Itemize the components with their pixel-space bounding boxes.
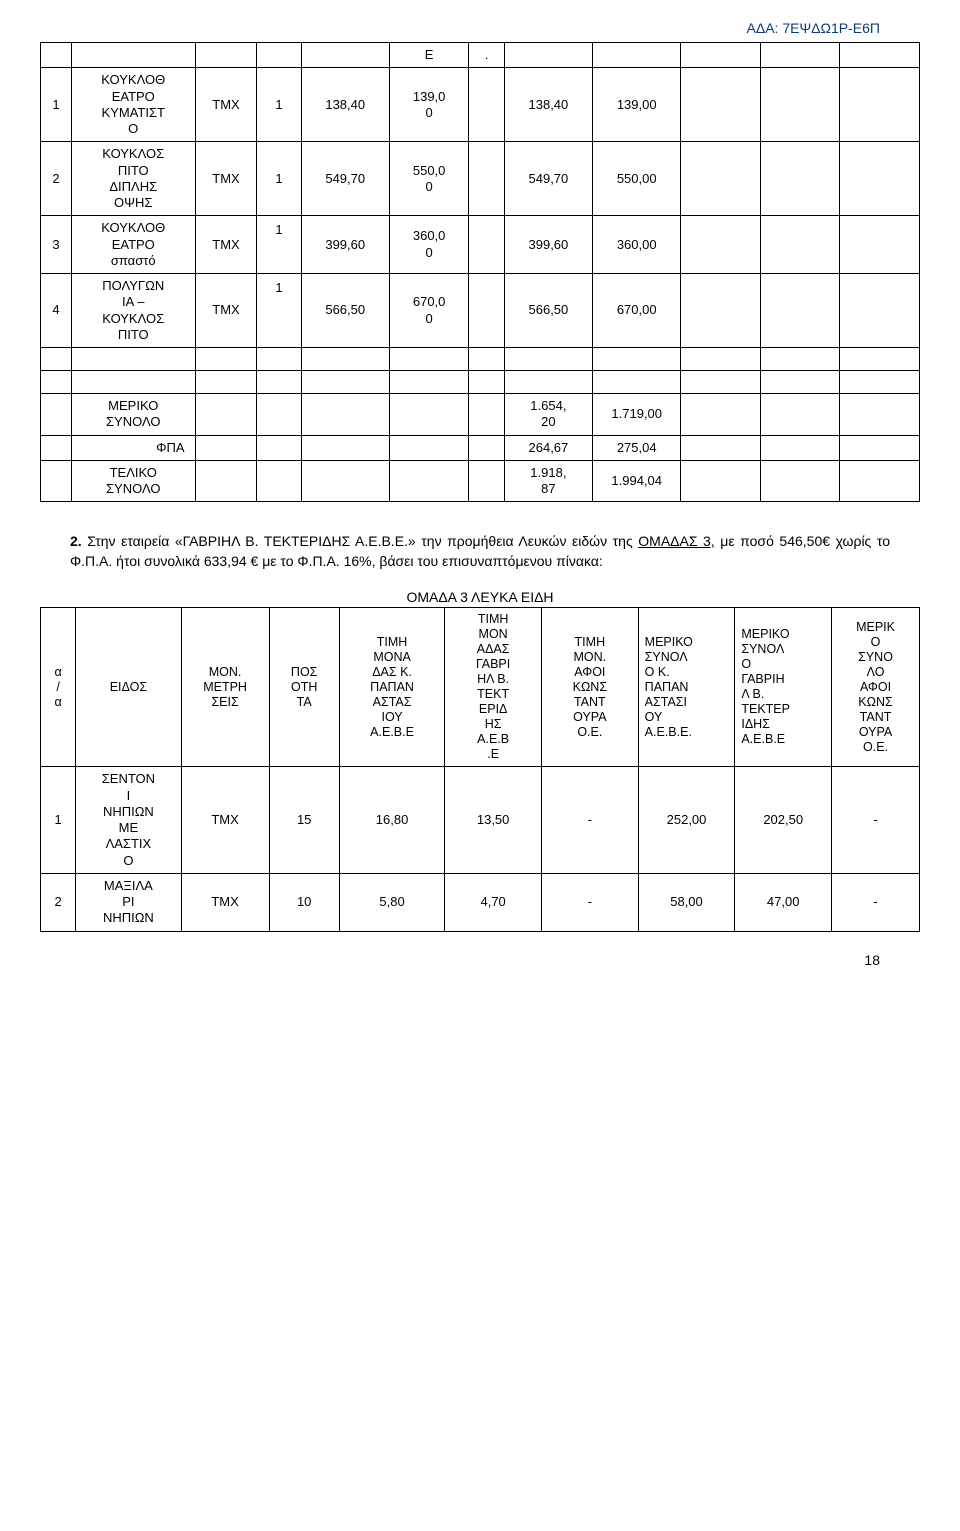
col-header: ΜΟΝ. ΜΕΤΡΗ ΣΕΙΣ <box>181 608 269 767</box>
cell: 2 <box>41 873 76 931</box>
col-header: ΤΙΜΗ ΜΟΝΑ ΔΑΣ Κ. ΠΑΠΑΝ ΑΣΤΑΣ ΙΟΥ Α.Ε.Β.Ε <box>339 608 444 767</box>
col-header: ΜΕΡΙΚΟ ΣΥΝΟΛ Ο Κ. ΠΑΠΑΝ ΑΣΤΑΣΙ ΟΥ Α.Ε.Β.… <box>638 608 735 767</box>
cell: 139,0 0 <box>389 68 469 142</box>
para-underline: ΟΜΑΔΑΣ 3, <box>638 533 714 549</box>
cell: 4 <box>41 274 72 348</box>
cell: 15 <box>269 767 339 874</box>
ada-code: ΑΔΑ: 7ΕΨΔΩ1Ρ-Ε6Π <box>40 20 920 36</box>
cell: 202,50 <box>735 767 832 874</box>
col-header: ΤΙΜΗ ΜΟΝ. ΑΦΟΙ ΚΩΝΣ ΤΑΝΤ ΟΥΡΑ Ο.Ε. <box>541 608 638 767</box>
col-header: ΠΟΣ ΟΤΗ ΤΑ <box>269 608 339 767</box>
cell: 1 <box>257 142 301 216</box>
cell: ΠΟΛΥΓΩΝ ΙΑ – ΚΟΥΚΛΟΣ ΠΙΤΟ <box>71 274 195 348</box>
cell: 3 <box>41 216 72 274</box>
table-row: 1 ΚΟΥΚΛΟΘ ΕΑΤΡΟ ΚΥΜΑΤΙΣΤ Ο ΤΜΧ 1 138,40 … <box>41 68 920 142</box>
cell: 138,40 <box>301 68 389 142</box>
cell: . <box>469 43 504 68</box>
col-header: α / α <box>41 608 76 767</box>
cell: 399,60 <box>301 216 389 274</box>
cell: ΤΜΧ <box>195 216 257 274</box>
table-row: 4 ΠΟΛΥΓΩΝ ΙΑ – ΚΟΥΚΛΟΣ ΠΙΤΟ ΤΜΧ 1 566,50… <box>41 274 920 348</box>
cell: 138,40 <box>504 68 592 142</box>
para-text: Στην εταιρεία «ΓΑΒΡΙΗΛ Β. ΤΕΚΤΕΡΙΔΗΣ Α.Ε… <box>82 533 639 549</box>
cell: 549,70 <box>301 142 389 216</box>
cell: 58,00 <box>638 873 735 931</box>
cell: ΜΑΞΙΛΑ ΡΙ ΝΗΠΙΩΝ <box>76 873 181 931</box>
cell: 670,0 0 <box>389 274 469 348</box>
cell: ΤΕΛΙΚΟ ΣΥΝΟΛΟ <box>71 460 195 502</box>
table-header-row: α / α ΕΙΔΟΣ ΜΟΝ. ΜΕΤΡΗ ΣΕΙΣ ΠΟΣ ΟΤΗ ΤΑ Τ… <box>41 608 920 767</box>
cell: ΤΜΧ <box>195 142 257 216</box>
cell: 549,70 <box>504 142 592 216</box>
cell: 1 <box>257 274 301 348</box>
cell: - <box>541 767 638 874</box>
table-row: Ε . <box>41 43 920 68</box>
cell: 2 <box>41 142 72 216</box>
cell: ΚΟΥΚΛΟΘ ΕΑΤΡΟ ΚΥΜΑΤΙΣΤ Ο <box>71 68 195 142</box>
cell: 4,70 <box>445 873 542 931</box>
page-number: 18 <box>40 952 920 968</box>
col-header: ΜΕΡΙΚΟ ΣΥΝΟΛ Ο ΓΑΒΡΙΗ Λ Β. ΤΕΚΤΕΡ ΙΔΗΣ Α… <box>735 608 832 767</box>
table-1: Ε . 1 ΚΟΥΚΛΟΘ ΕΑΤΡΟ ΚΥΜΑΤΙΣΤ Ο ΤΜΧ 1 138… <box>40 42 920 502</box>
cell: 1 <box>257 68 301 142</box>
para-num: 2. <box>70 533 82 549</box>
cell: 275,04 <box>593 435 681 460</box>
cell: 550,00 <box>593 142 681 216</box>
cell: - <box>541 873 638 931</box>
cell: 139,00 <box>593 68 681 142</box>
cell: - <box>832 767 920 874</box>
cell: 1.994,04 <box>593 460 681 502</box>
table-row: 2 ΜΑΞΙΛΑ ΡΙ ΝΗΠΙΩΝ ΤΜΧ 10 5,80 4,70 - 58… <box>41 873 920 931</box>
cell: ΤΜΧ <box>195 274 257 348</box>
cell: 360,00 <box>593 216 681 274</box>
cell: 1 <box>257 216 301 274</box>
cell: 1 <box>41 767 76 874</box>
table-row: 3 ΚΟΥΚΛΟΘ ΕΑΤΡΟ σπαστό ΤΜΧ 1 399,60 360,… <box>41 216 920 274</box>
cell: ΤΜΧ <box>181 767 269 874</box>
cell: - <box>832 873 920 931</box>
cell: 1.918, 87 <box>504 460 592 502</box>
table-row: ΤΕΛΙΚΟ ΣΥΝΟΛΟ 1.918, 87 1.994,04 <box>41 460 920 502</box>
cell: ΚΟΥΚΛΟΣ ΠΙΤΟ ΔΙΠΛΗΣ ΟΨΗΣ <box>71 142 195 216</box>
cell: 264,67 <box>504 435 592 460</box>
cell: 566,50 <box>301 274 389 348</box>
table-row: 1 ΣΕΝΤΟΝ Ι ΝΗΠΙΩΝ ΜΕ ΛΑΣΤΙΧ Ο ΤΜΧ 15 16,… <box>41 767 920 874</box>
table-row: ΜΕΡΙΚΟ ΣΥΝΟΛΟ 1.654, 20 1.719,00 <box>41 394 920 436</box>
table-row: ΦΠΑ 264,67 275,04 <box>41 435 920 460</box>
cell: ΦΠΑ <box>71 435 195 460</box>
cell: 5,80 <box>339 873 444 931</box>
cell: 252,00 <box>638 767 735 874</box>
cell: 566,50 <box>504 274 592 348</box>
cell: 399,60 <box>504 216 592 274</box>
col-header: ΜΕΡΙΚ Ο ΣΥΝΟ ΛΟ ΑΦΟΙ ΚΩΝΣ ΤΑΝΤ ΟΥΡΑ Ο.Ε. <box>832 608 920 767</box>
cell: 1.719,00 <box>593 394 681 436</box>
cell: 360,0 0 <box>389 216 469 274</box>
cell: 670,00 <box>593 274 681 348</box>
col-header: ΤΙΜΗ ΜΟΝ ΑΔΑΣ ΓΑΒΡΙ ΗΛ Β. ΤΕΚΤ ΕΡΙΔ ΗΣ Α… <box>445 608 542 767</box>
cell: ΚΟΥΚΛΟΘ ΕΑΤΡΟ σπαστό <box>71 216 195 274</box>
table-row <box>41 348 920 371</box>
cell: 10 <box>269 873 339 931</box>
col-header: ΕΙΔΟΣ <box>76 608 181 767</box>
cell: 1 <box>41 68 72 142</box>
table-row: 2 ΚΟΥΚΛΟΣ ΠΙΤΟ ΔΙΠΛΗΣ ΟΨΗΣ ΤΜΧ 1 549,70 … <box>41 142 920 216</box>
cell: 47,00 <box>735 873 832 931</box>
cell: 1.654, 20 <box>504 394 592 436</box>
group-title: ΟΜΑΔΑ 3 ΛΕΥΚΑ ΕΙΔΗ <box>40 585 920 607</box>
cell: ΤΜΧ <box>181 873 269 931</box>
cell: ΤΜΧ <box>195 68 257 142</box>
cell: ΜΕΡΙΚΟ ΣΥΝΟΛΟ <box>71 394 195 436</box>
paragraph-2: 2. Στην εταιρεία «ΓΑΒΡΙΗΛ Β. ΤΕΚΤΕΡΙΔΗΣ … <box>70 532 890 571</box>
table-2: α / α ΕΙΔΟΣ ΜΟΝ. ΜΕΤΡΗ ΣΕΙΣ ΠΟΣ ΟΤΗ ΤΑ Τ… <box>40 607 920 931</box>
cell: Ε <box>389 43 469 68</box>
cell: 16,80 <box>339 767 444 874</box>
cell: 550,0 0 <box>389 142 469 216</box>
table-row <box>41 371 920 394</box>
cell: ΣΕΝΤΟΝ Ι ΝΗΠΙΩΝ ΜΕ ΛΑΣΤΙΧ Ο <box>76 767 181 874</box>
cell: 13,50 <box>445 767 542 874</box>
